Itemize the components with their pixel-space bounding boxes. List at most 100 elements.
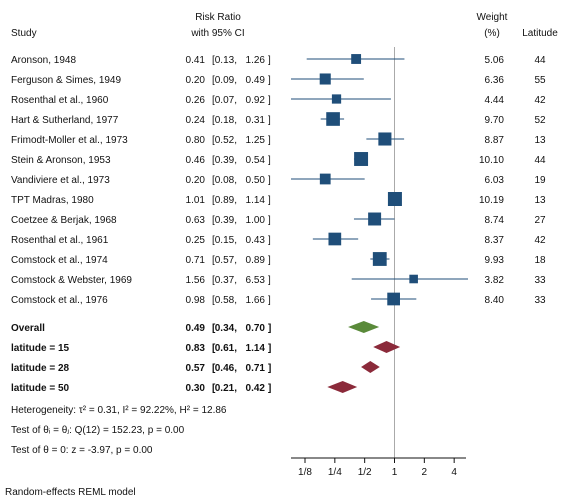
ci-bracket-close: ] (268, 75, 271, 86)
summary-diamond (348, 321, 380, 333)
study-row: Comstock et al., 1974 0.71 [0.57, 0.89] 9.93… (11, 252, 546, 266)
ci-bracket-open: [ (212, 255, 215, 266)
x-tick-label: 1/2 (358, 467, 372, 478)
study-row: Frimodt-Moller et al., 1973 0.80 [0.52, 1.2… (11, 132, 546, 146)
latitude-value: 27 (534, 215, 546, 226)
ci-upper: 1.14 (246, 195, 266, 206)
weight-value: 5.06 (485, 55, 505, 66)
ci-bracket-close: ] (268, 383, 271, 394)
study-label: Rosenthal et al., 1960 (11, 95, 109, 106)
x-tick-label: 1/4 (328, 467, 342, 478)
ci-bracket-close: ] (268, 95, 271, 106)
ci-upper: 1.26 (246, 55, 266, 66)
ci-lower: 0.46, (215, 363, 237, 374)
ci-bracket-open: [ (212, 295, 215, 306)
study-marker (409, 274, 418, 284)
weight-value: 8.87 (485, 135, 505, 146)
effect-estimate: 0.49 (186, 323, 206, 334)
study-row: Comstock & Webster, 1969 1.56 [0.37, 6.53] 3… (11, 274, 546, 286)
ci-bracket-close: ] (268, 235, 271, 246)
study-label: Comstock et al., 1976 (11, 295, 108, 306)
header-effect-line1: Risk Ratio (195, 12, 241, 23)
ci-upper: 0.92 (246, 95, 266, 106)
ci-bracket-open: [ (212, 363, 216, 374)
study-row: TPT Madras, 1980 1.01 [0.89, 1.14] 10.19 13 (11, 192, 546, 206)
ci-upper: 0.49 (246, 75, 266, 86)
effect-estimate: 0.25 (186, 235, 206, 246)
ci-upper: 1.14 (246, 343, 266, 354)
footnote: Random-effects REML model (5, 487, 136, 498)
study-row: Hart & Sutherland, 1977 0.24 [0.18, 0.31] 9.… (11, 112, 546, 126)
weight-value: 9.70 (485, 115, 505, 126)
effect-estimate: 1.01 (186, 195, 206, 206)
ci-lower: 0.39, (215, 215, 237, 226)
latitude-value: 18 (534, 255, 546, 266)
ci-bracket-open: [ (212, 235, 215, 246)
latitude-value: 19 (534, 175, 546, 186)
ci-upper: 0.42 (246, 383, 266, 394)
study-marker (351, 54, 362, 64)
x-tick-label: 1/8 (298, 467, 312, 478)
ci-bracket-close: ] (268, 195, 271, 206)
study-label: Rosenthal et al., 1961 (11, 235, 109, 246)
study-row: Coetzee & Berjak, 1968 0.63 [0.39, 1.00] 8.7… (11, 212, 546, 226)
ci-bracket-close: ] (268, 175, 271, 186)
study-label: Hart & Sutherland, 1977 (11, 115, 119, 126)
ci-lower: 0.61, (215, 343, 237, 354)
latitude-value: 33 (534, 275, 546, 286)
study-row: Rosenthal et al., 1961 0.25 [0.15, 0.43] 8.3… (11, 232, 546, 246)
ci-upper: 0.43 (246, 235, 266, 246)
ci-bracket-open: [ (212, 323, 216, 334)
x-tick-label: 2 (422, 467, 428, 478)
study-row: Aronson, 1948 0.41 [0.13, 1.26] 5.06 44 (11, 54, 546, 66)
ci-bracket-open: [ (212, 95, 215, 106)
ci-bracket-open: [ (212, 155, 215, 166)
ci-bracket-close: ] (268, 255, 271, 266)
ci-upper: 1.66 (246, 295, 266, 306)
ci-lower: 0.58, (215, 295, 237, 306)
study-label: Comstock & Webster, 1969 (11, 275, 132, 286)
ci-bracket-close: ] (268, 155, 271, 166)
ci-lower: 0.57, (215, 255, 237, 266)
effect-estimate: 0.83 (186, 343, 206, 354)
ci-upper: 0.31 (246, 115, 266, 126)
ci-upper: 0.50 (246, 175, 266, 186)
ci-bracket-close: ] (268, 295, 271, 306)
header-weight-line2: (%) (484, 28, 500, 39)
study-label: Comstock et al., 1974 (11, 255, 108, 266)
header-study: Study (11, 28, 37, 39)
study-rows: Aronson, 1948 0.41 [0.13, 1.26] 5.06 44 Fergus… (11, 54, 546, 306)
ci-upper: 6.53 (246, 275, 266, 286)
weight-value: 6.36 (485, 75, 505, 86)
weight-value: 10.19 (479, 195, 504, 206)
ci-bracket-open: [ (212, 215, 215, 226)
study-marker (326, 112, 340, 126)
ci-lower: 0.15, (215, 235, 237, 246)
latitude-value: 44 (534, 55, 546, 66)
summary-diamond (327, 381, 358, 393)
ci-lower: 0.52, (215, 135, 237, 146)
ci-upper: 0.71 (246, 363, 266, 374)
study-row: Ferguson & Simes, 1949 0.20 [0.09, 0.49] 6.3… (11, 73, 546, 86)
summary-label: Overall (11, 323, 45, 334)
ci-lower: 0.07, (215, 95, 237, 106)
weight-value: 4.44 (485, 95, 505, 106)
study-row: Stein & Aronson, 1953 0.46 [0.39, 0.54] 10.1… (11, 152, 546, 166)
weight-value: 8.40 (485, 295, 505, 306)
study-marker (354, 152, 369, 166)
ci-lower: 0.89, (215, 195, 237, 206)
latitude-value: 52 (534, 115, 546, 126)
ci-lower: 0.21, (215, 383, 237, 394)
study-label: Aronson, 1948 (11, 55, 76, 66)
ci-bracket-open: [ (212, 343, 216, 354)
effect-estimate: 0.30 (186, 383, 206, 394)
effect-estimate: 0.71 (186, 255, 206, 266)
study-label: Stein & Aronson, 1953 (11, 155, 111, 166)
study-marker (378, 132, 392, 146)
header-effect-line2: with 95% CI (190, 28, 244, 39)
ci-lower: 0.09, (215, 75, 237, 86)
study-marker (368, 212, 382, 226)
study-marker (319, 173, 331, 185)
study-marker (387, 192, 402, 206)
